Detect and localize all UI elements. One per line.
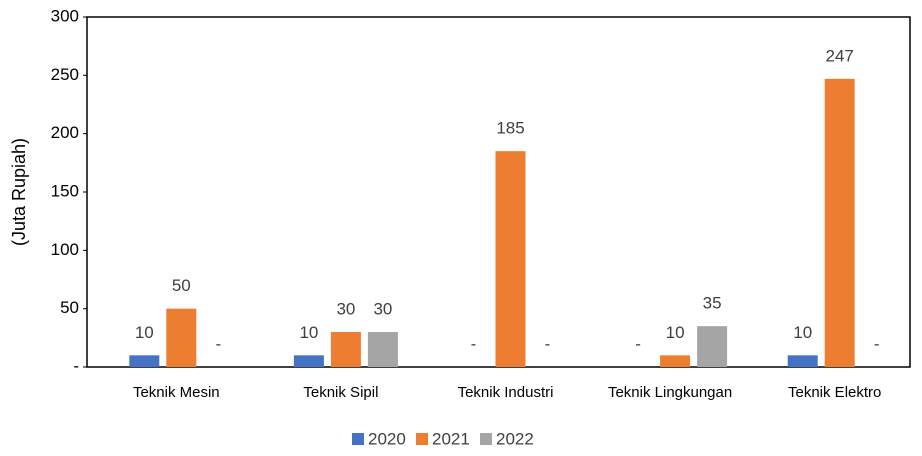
legend-label: 2020 <box>368 429 406 448</box>
data-label: - <box>874 334 880 353</box>
bar <box>367 332 398 367</box>
data-label: 30 <box>336 299 355 318</box>
y-tick-label: - <box>73 356 79 375</box>
bar <box>824 78 855 367</box>
bar <box>129 355 160 367</box>
y-tick-label: 50 <box>60 298 79 317</box>
legend-swatch <box>352 433 364 445</box>
data-label: - <box>545 334 551 353</box>
x-tick-label: Teknik Elektro <box>788 384 881 401</box>
data-label: - <box>471 334 477 353</box>
legend-swatch <box>416 433 428 445</box>
data-label: 185 <box>496 119 524 138</box>
bar <box>697 326 728 367</box>
y-tick-label: 300 <box>51 6 79 25</box>
data-label: - <box>215 334 221 353</box>
bar <box>293 355 324 367</box>
data-label: 10 <box>135 323 154 342</box>
data-label: 10 <box>299 323 318 342</box>
data-label: 10 <box>666 323 685 342</box>
data-label: 10 <box>793 323 812 342</box>
data-label: 30 <box>373 299 392 318</box>
x-tick-label: Teknik Industri <box>458 384 554 401</box>
x-tick-label: Teknik Sipil <box>303 384 378 401</box>
bar <box>495 151 526 367</box>
y-tick-label: 200 <box>51 123 79 142</box>
data-label: 50 <box>172 276 191 295</box>
legend-label: 2022 <box>496 429 534 448</box>
y-tick-label: 100 <box>51 240 79 259</box>
y-axis-label: (Juta Rupiah) <box>9 138 29 246</box>
bar <box>787 355 818 367</box>
data-label: 247 <box>826 46 854 65</box>
bar <box>166 308 197 367</box>
bar <box>330 332 361 367</box>
legend-label: 2021 <box>432 429 470 448</box>
data-label: 35 <box>703 294 722 313</box>
y-tick-label: 250 <box>51 65 79 84</box>
x-tick-label: Teknik Lingkungan <box>608 384 732 401</box>
y-tick-label: 150 <box>51 181 79 200</box>
bar <box>660 355 691 367</box>
x-tick-label: Teknik Mesin <box>133 384 220 401</box>
data-label: - <box>635 334 641 353</box>
legend-swatch <box>480 433 492 445</box>
